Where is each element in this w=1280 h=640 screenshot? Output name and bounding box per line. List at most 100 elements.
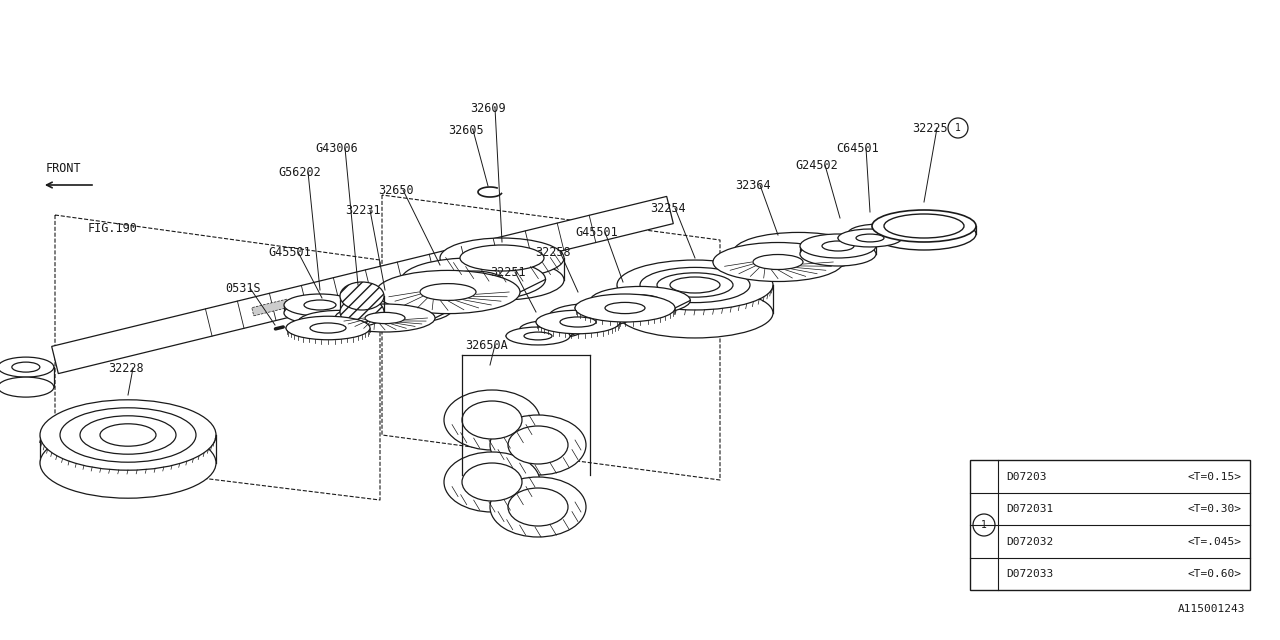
Ellipse shape xyxy=(444,452,540,512)
Ellipse shape xyxy=(462,463,522,501)
Ellipse shape xyxy=(773,244,823,259)
Ellipse shape xyxy=(849,224,913,242)
Text: 32231: 32231 xyxy=(346,204,380,216)
Text: 1: 1 xyxy=(980,520,987,530)
Ellipse shape xyxy=(12,362,40,372)
Ellipse shape xyxy=(617,260,773,310)
Ellipse shape xyxy=(100,424,156,446)
Ellipse shape xyxy=(800,234,876,258)
Ellipse shape xyxy=(0,377,54,397)
Text: 1: 1 xyxy=(955,123,961,133)
Ellipse shape xyxy=(867,229,895,237)
Text: 0531S: 0531S xyxy=(225,282,261,294)
Bar xyxy=(970,460,1251,590)
Ellipse shape xyxy=(538,325,566,333)
Ellipse shape xyxy=(444,390,540,450)
Text: <T=0.30>: <T=0.30> xyxy=(1188,504,1242,515)
Ellipse shape xyxy=(561,317,596,327)
Ellipse shape xyxy=(40,428,216,498)
Ellipse shape xyxy=(305,300,337,310)
Ellipse shape xyxy=(352,296,452,324)
Ellipse shape xyxy=(549,303,634,327)
Ellipse shape xyxy=(40,400,216,470)
Ellipse shape xyxy=(335,304,435,332)
Ellipse shape xyxy=(713,243,844,282)
Polygon shape xyxy=(51,196,673,374)
Ellipse shape xyxy=(621,295,660,306)
Ellipse shape xyxy=(340,298,384,326)
Ellipse shape xyxy=(0,357,54,377)
Text: G56202: G56202 xyxy=(278,166,321,179)
Ellipse shape xyxy=(590,287,690,314)
Text: 32364: 32364 xyxy=(735,179,771,191)
Ellipse shape xyxy=(657,273,733,297)
Polygon shape xyxy=(252,299,289,316)
Text: D072031: D072031 xyxy=(1006,504,1053,515)
Ellipse shape xyxy=(81,416,177,454)
Ellipse shape xyxy=(753,255,803,269)
Ellipse shape xyxy=(490,477,586,537)
Ellipse shape xyxy=(884,214,964,238)
Ellipse shape xyxy=(381,304,422,316)
Ellipse shape xyxy=(284,302,356,324)
Ellipse shape xyxy=(640,268,750,303)
Text: G45501: G45501 xyxy=(575,225,618,239)
Ellipse shape xyxy=(298,310,381,334)
Ellipse shape xyxy=(520,321,584,338)
Ellipse shape xyxy=(284,294,356,316)
Text: G43006: G43006 xyxy=(315,141,357,154)
Text: D07203: D07203 xyxy=(1006,472,1047,482)
Ellipse shape xyxy=(508,426,568,464)
Ellipse shape xyxy=(402,258,545,301)
Ellipse shape xyxy=(856,234,884,242)
Ellipse shape xyxy=(800,242,876,266)
Ellipse shape xyxy=(872,210,977,242)
Text: 32254: 32254 xyxy=(650,202,686,214)
Ellipse shape xyxy=(617,288,773,338)
Ellipse shape xyxy=(872,218,977,250)
Text: D072033: D072033 xyxy=(1006,570,1053,579)
Text: 32258: 32258 xyxy=(535,246,571,259)
Ellipse shape xyxy=(462,401,522,439)
Ellipse shape xyxy=(285,316,370,340)
Ellipse shape xyxy=(321,317,358,327)
Ellipse shape xyxy=(506,327,570,345)
Ellipse shape xyxy=(733,232,864,271)
Ellipse shape xyxy=(440,260,564,300)
Text: 32609: 32609 xyxy=(470,102,506,115)
Text: <T=0.60>: <T=0.60> xyxy=(1188,570,1242,579)
Ellipse shape xyxy=(440,238,564,278)
Text: <T=0.15>: <T=0.15> xyxy=(1188,472,1242,482)
Text: 32650A: 32650A xyxy=(465,339,508,351)
Ellipse shape xyxy=(838,229,902,247)
Text: A115001243: A115001243 xyxy=(1178,604,1245,614)
Text: FIG.190: FIG.190 xyxy=(88,222,138,235)
Text: G24502: G24502 xyxy=(795,159,837,172)
Ellipse shape xyxy=(575,294,675,322)
Ellipse shape xyxy=(605,303,645,314)
Text: G45501: G45501 xyxy=(268,246,311,259)
Ellipse shape xyxy=(420,284,476,300)
Ellipse shape xyxy=(310,323,346,333)
Text: 32228: 32228 xyxy=(108,362,143,374)
Ellipse shape xyxy=(524,332,552,340)
Ellipse shape xyxy=(460,245,544,271)
Ellipse shape xyxy=(669,277,721,293)
Ellipse shape xyxy=(822,241,854,251)
Text: C64501: C64501 xyxy=(836,141,879,154)
Ellipse shape xyxy=(340,282,384,310)
Text: <T=.045>: <T=.045> xyxy=(1188,537,1242,547)
Ellipse shape xyxy=(573,310,609,321)
Text: 32605: 32605 xyxy=(448,124,484,136)
Ellipse shape xyxy=(60,408,196,462)
Ellipse shape xyxy=(445,271,502,288)
Text: D072032: D072032 xyxy=(1006,537,1053,547)
Ellipse shape xyxy=(536,310,620,334)
Text: FRONT: FRONT xyxy=(46,162,82,175)
Text: 32251: 32251 xyxy=(490,266,526,278)
Text: 32650: 32650 xyxy=(378,184,413,196)
Ellipse shape xyxy=(376,271,520,314)
Ellipse shape xyxy=(365,312,404,324)
Ellipse shape xyxy=(508,488,568,526)
Text: 32225: 32225 xyxy=(913,122,947,134)
